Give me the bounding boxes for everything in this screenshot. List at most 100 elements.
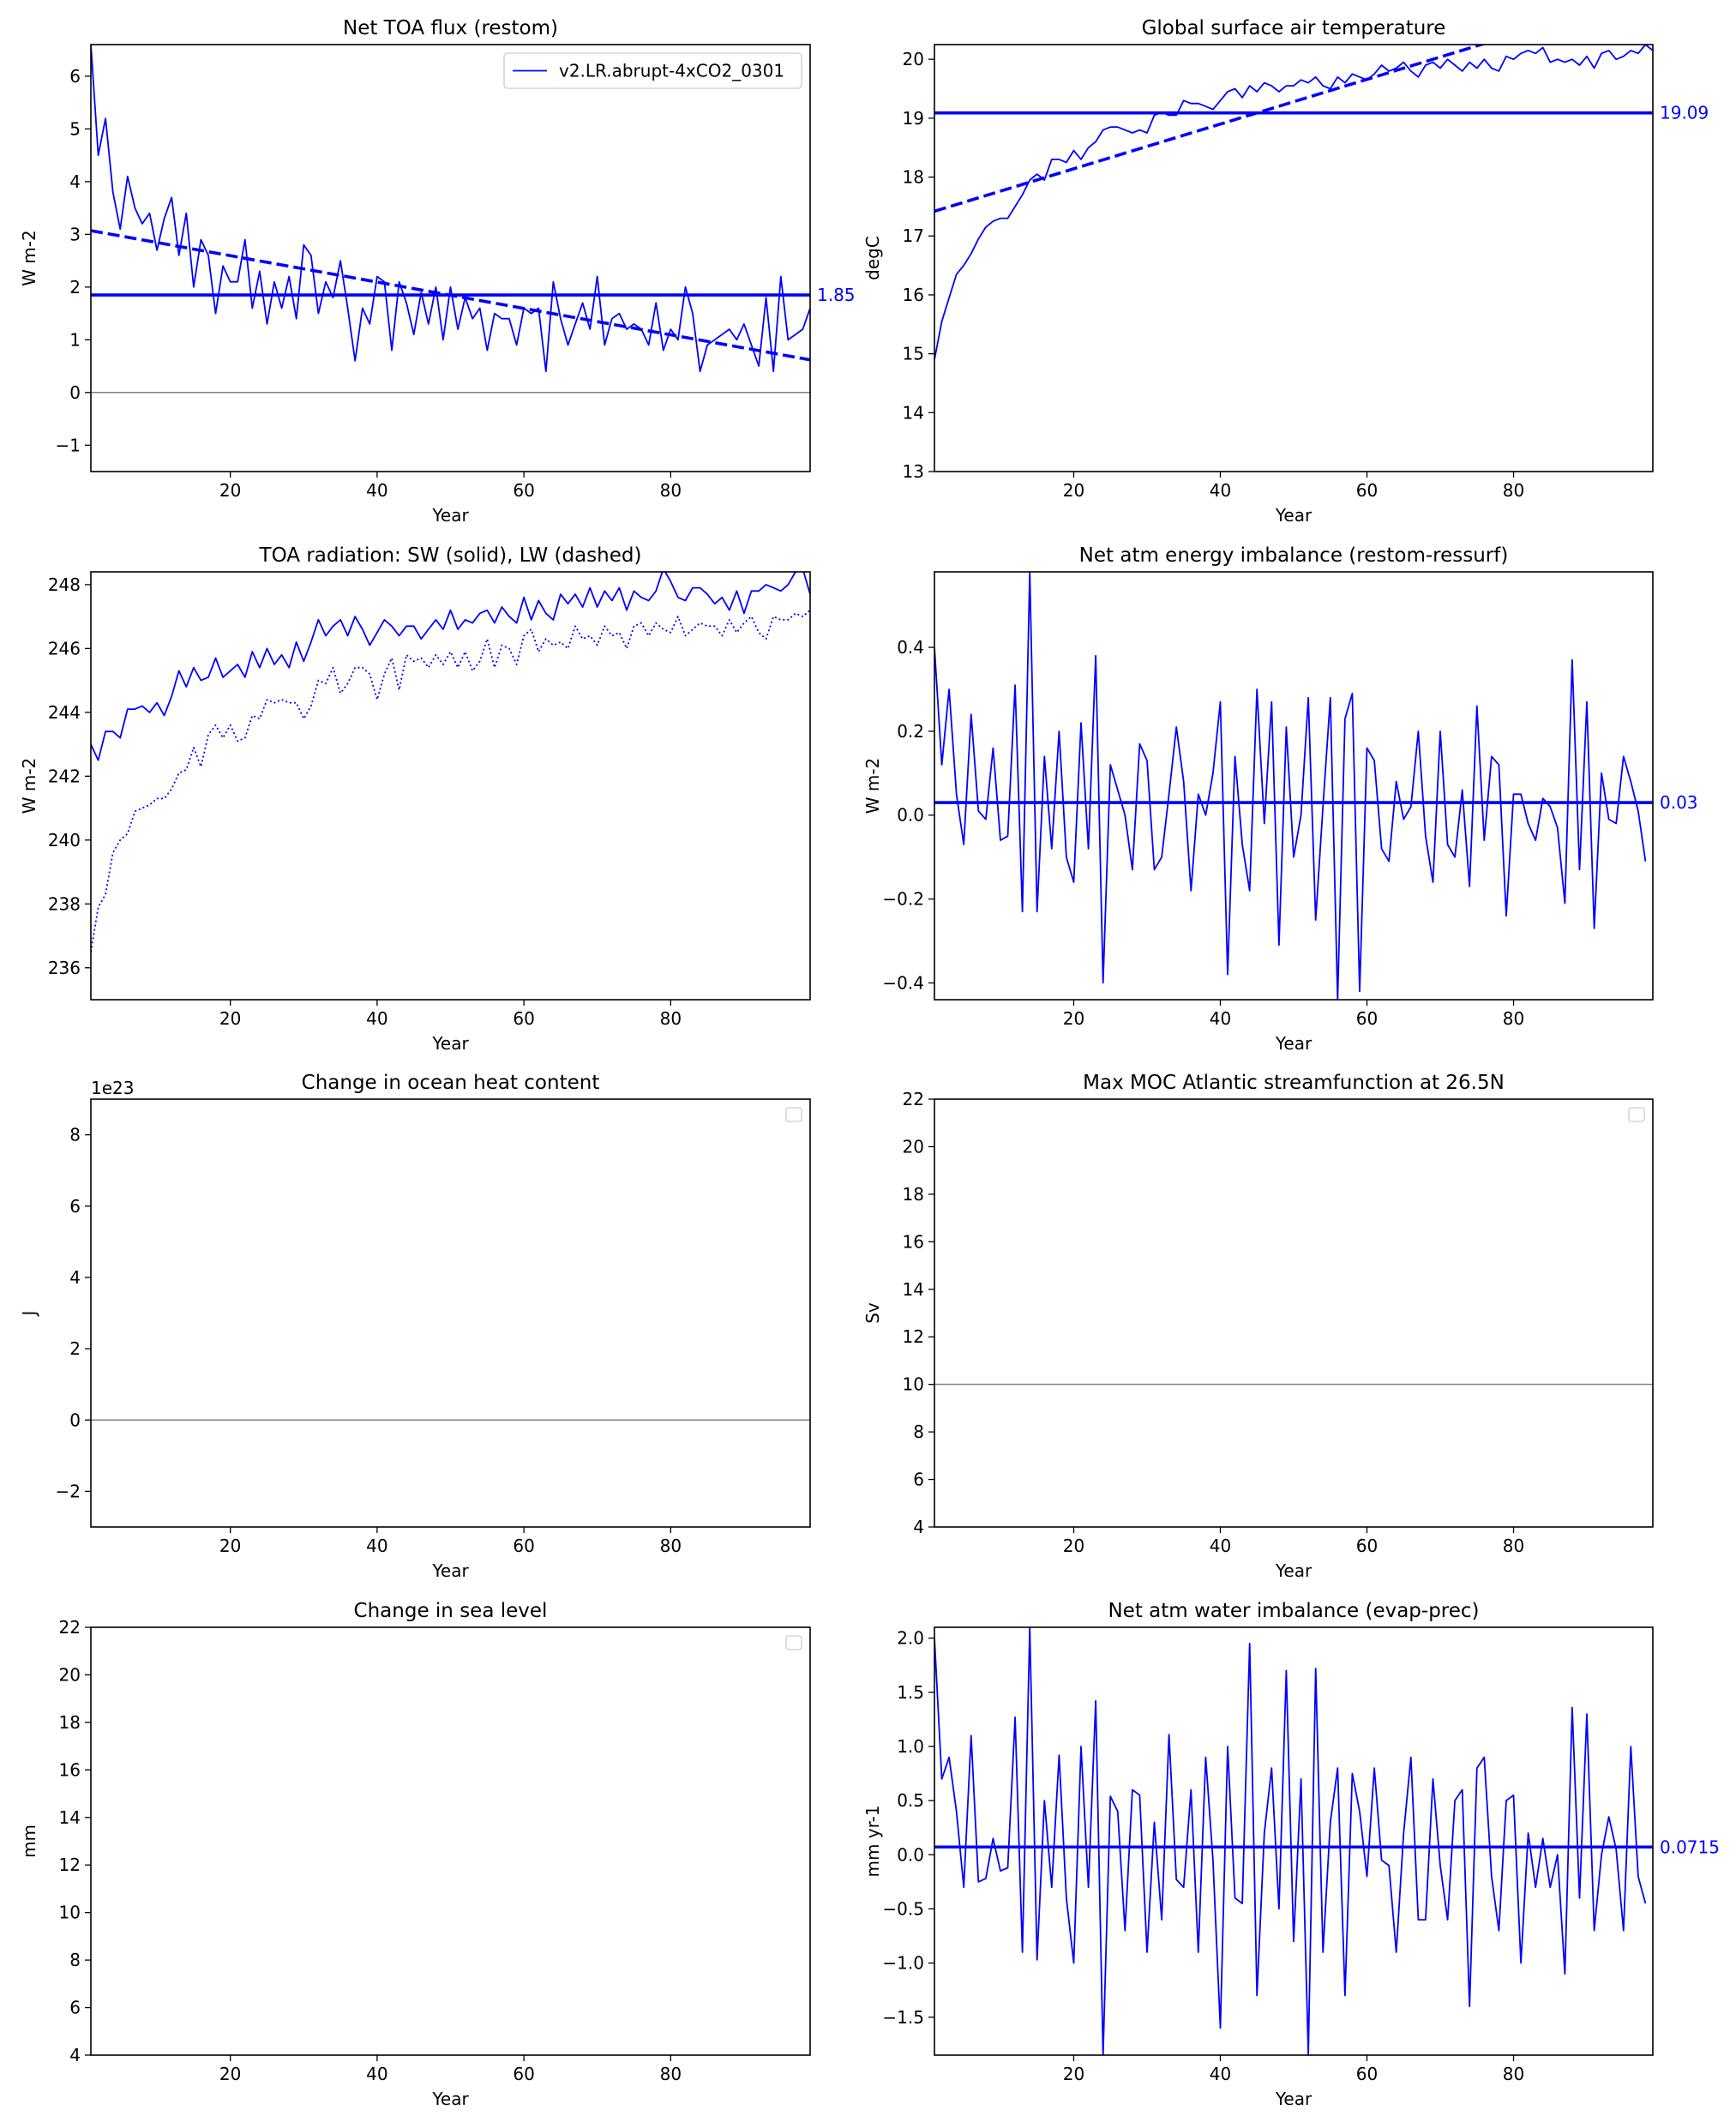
- chart-panel-6: Max MOC Atlantic streamfunction at 26.5N…: [862, 1072, 1654, 1581]
- y-tick-label: 18: [59, 1712, 81, 1733]
- y-tick-label: 0: [69, 382, 81, 403]
- plot-area: [934, 572, 1653, 1000]
- y-tick-label: −1.5: [882, 2007, 924, 2028]
- series-line-1: [91, 572, 810, 761]
- legend: v2.LR.abrupt-4xCO2_0301: [503, 52, 802, 89]
- y-tick-label: 4: [69, 171, 81, 192]
- y-axis-label: mm: [19, 1824, 39, 1858]
- mean-value-label: 1.85: [817, 285, 856, 305]
- x-tick-label: 60: [513, 480, 534, 501]
- series-line-1: [934, 1627, 1647, 2055]
- x-tick-label: 20: [1063, 480, 1084, 501]
- y-axis-label: Sv: [862, 1302, 883, 1324]
- mean-value-label: 19.09: [1660, 103, 1709, 123]
- x-axis-label: Year: [431, 2089, 469, 2109]
- plot-area: [91, 45, 810, 394]
- y-tick-label: 8: [69, 1950, 81, 1970]
- y-tick-label: 20: [59, 1664, 81, 1685]
- x-tick-label: 60: [1356, 480, 1378, 501]
- y-tick-label: 246: [48, 638, 81, 658]
- x-tick-label: 20: [219, 2064, 241, 2084]
- y-tick-label: 20: [903, 49, 924, 69]
- series-line-2: [91, 610, 810, 953]
- x-axis-label: Year: [431, 1033, 469, 1054]
- axes-frame: [934, 44, 1654, 472]
- axes-frame: [934, 571, 1654, 1001]
- x-tick-label: 60: [513, 1008, 534, 1029]
- x-tick-label: 40: [1210, 1536, 1231, 1556]
- plot-area: [91, 572, 810, 953]
- y-tick-label: 0: [69, 1410, 81, 1430]
- y-tick-label: 0.4: [897, 637, 924, 658]
- y-tick-label: 10: [59, 1903, 81, 1923]
- chart-title: Net atm energy imbalance (restom-ressurf…: [1079, 544, 1509, 567]
- x-tick-label: 60: [1356, 1536, 1378, 1556]
- x-tick-label: 80: [1503, 480, 1524, 501]
- chart-panel-8: Net atm water imbalance (evap-prec) 20 40 6…: [862, 1600, 1720, 2109]
- x-tick-label: 40: [366, 2064, 387, 2084]
- x-tick-label: 80: [660, 480, 682, 501]
- y-tick-label: −2: [56, 1481, 81, 1501]
- y-axis-label: mm yr-1: [862, 1805, 883, 1877]
- plot-area: [934, 45, 1653, 360]
- y-tick-label: 20: [903, 1136, 924, 1157]
- y-tick-label: 6: [69, 66, 81, 87]
- x-tick-label: 80: [1503, 1536, 1524, 1556]
- y-tick-label: 244: [48, 702, 81, 723]
- y-tick-label: 15: [903, 344, 924, 364]
- y-tick-label: 4: [69, 1267, 81, 1288]
- y-axis-label: W m-2: [862, 758, 883, 815]
- chart-title: Change in sea level: [354, 1600, 548, 1622]
- x-axis-label: Year: [1275, 2089, 1313, 2109]
- y-tick-label: 14: [903, 1279, 924, 1300]
- y-tick-label: 236: [48, 958, 81, 978]
- x-tick-label: 40: [1210, 1008, 1231, 1029]
- x-tick-label: 40: [366, 1008, 387, 1029]
- y-tick-label: 0.2: [897, 721, 924, 742]
- y-tick-label: 8: [913, 1422, 924, 1442]
- chart-panel-5: Change in ocean heat content 20 40 60 80 −2 0 2…: [19, 1072, 811, 1581]
- x-tick-label: 20: [219, 1008, 241, 1029]
- legend-empty: [785, 1107, 802, 1122]
- x-tick-label: 80: [660, 2064, 682, 2084]
- y-tick-label: 6: [69, 1196, 81, 1217]
- axes-frame: [90, 1098, 811, 1528]
- y-tick-label: 6: [69, 1998, 81, 2018]
- x-axis-label: Year: [431, 505, 469, 526]
- x-tick-label: 80: [1503, 2064, 1524, 2084]
- y-tick-label: 1.5: [897, 1682, 924, 1703]
- y-tick-label: 1: [69, 329, 81, 350]
- y-offset-label: 1e23: [91, 1078, 134, 1098]
- y-tick-label: −0.5: [882, 1898, 924, 1919]
- y-tick-label: 2: [69, 277, 81, 298]
- mean-value-label: 0.0715: [1660, 1836, 1720, 1857]
- y-tick-label: 248: [48, 574, 81, 595]
- x-tick-label: 60: [1356, 2064, 1378, 2084]
- series-line-1: [934, 45, 1653, 360]
- y-tick-label: 0.0: [897, 805, 924, 826]
- y-tick-label: −0.2: [882, 889, 924, 910]
- legend-empty: [785, 1635, 802, 1650]
- y-tick-label: 3: [69, 224, 81, 244]
- y-tick-label: 14: [59, 1807, 81, 1828]
- chart-panel-1: Net TOA flux (restom) 20 40 60 80 −1 0 1 2 3 4 5 6 Ye…: [19, 17, 856, 526]
- chart-title: Change in ocean heat content: [302, 1072, 600, 1094]
- y-tick-label: 240: [48, 830, 81, 851]
- chart-title: Max MOC Atlantic streamfunction at 26.5N: [1083, 1072, 1505, 1094]
- x-axis-label: Year: [1275, 1033, 1313, 1054]
- y-tick-label: 10: [903, 1374, 924, 1395]
- y-axis-label: degC: [862, 236, 883, 280]
- y-tick-label: −0.4: [882, 972, 924, 993]
- legend-entry: v2.LR.abrupt-4xCO2_0301: [559, 61, 784, 81]
- y-tick-label: 14: [903, 402, 924, 423]
- chart-title: Global surface air temperature: [1142, 17, 1446, 39]
- x-tick-label: 20: [1063, 2064, 1084, 2084]
- x-tick-label: 20: [219, 1536, 241, 1556]
- mean-value-label: 0.03: [1660, 792, 1698, 813]
- y-tick-label: 22: [903, 1089, 924, 1109]
- y-tick-label: 2.0: [897, 1628, 924, 1649]
- y-tick-label: 2: [69, 1338, 81, 1359]
- chart-panel-3: TOA radiation: SW (solid), LW (dashed) 20…: [19, 544, 811, 1054]
- y-tick-label: 0.5: [897, 1790, 924, 1811]
